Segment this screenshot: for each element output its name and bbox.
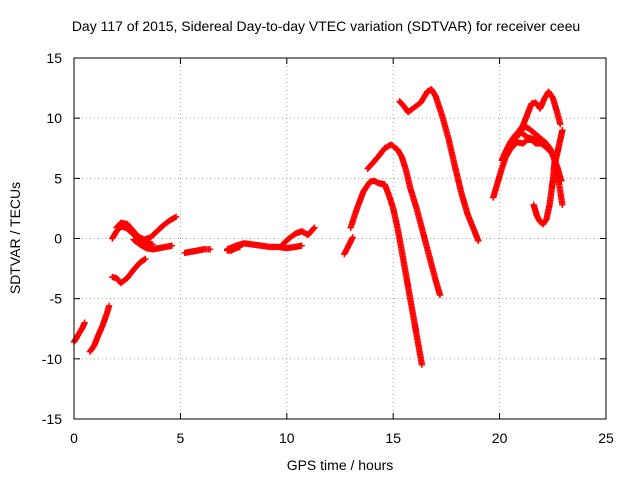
data-point-markers (130, 236, 176, 253)
series-1 (70, 319, 88, 346)
data-marks (70, 86, 566, 369)
chart-title: Day 117 of 2015, Sidereal Day-to-day VTE… (72, 18, 580, 34)
y-tick-label: 15 (46, 50, 62, 66)
y-tick-label: 5 (54, 170, 62, 186)
series-11 (341, 234, 356, 258)
series-14 (396, 86, 482, 245)
y-tick-label: -5 (50, 291, 63, 307)
series-15 (490, 136, 544, 201)
data-point-markers (70, 319, 88, 346)
series-5 (113, 213, 180, 243)
x-tick-label: 10 (279, 430, 295, 446)
series-12 (347, 177, 426, 369)
grid (74, 58, 606, 419)
series-7 (181, 246, 214, 257)
data-point-markers (109, 255, 149, 287)
series-6 (130, 236, 176, 253)
series-20 (550, 127, 566, 172)
data-point-markers (279, 224, 318, 248)
plot-frame (73, 57, 607, 420)
series-3 (109, 255, 149, 287)
data-point-markers (396, 86, 482, 245)
y-tick-label: -10 (42, 351, 62, 367)
x-tick-label: 20 (492, 430, 508, 446)
y-tick-label: 10 (46, 110, 62, 126)
x-axis-label: GPS time / hours (287, 457, 394, 473)
data-point-markers (181, 246, 214, 257)
x-tick-label: 15 (385, 430, 401, 446)
data-point-markers (347, 177, 426, 369)
data-point-markers (341, 234, 356, 258)
data-point-markers (490, 136, 544, 201)
y-tick-label: 0 (54, 231, 62, 247)
series-13 (364, 141, 444, 299)
data-point-markers (364, 141, 444, 299)
x-tick-label: 0 (70, 430, 78, 446)
series-9 (279, 224, 318, 248)
series-2 (86, 302, 113, 355)
data-point-markers (224, 243, 244, 254)
y-tick-label: -15 (42, 411, 62, 427)
data-point-markers (113, 213, 180, 243)
data-point-markers (550, 127, 566, 172)
x-tick-label: 25 (598, 430, 614, 446)
data-point-markers (86, 302, 113, 355)
series-10 (224, 243, 244, 254)
x-tick-label: 5 (177, 430, 185, 446)
y-axis-label: SDTVAR / TECUs (7, 182, 23, 294)
